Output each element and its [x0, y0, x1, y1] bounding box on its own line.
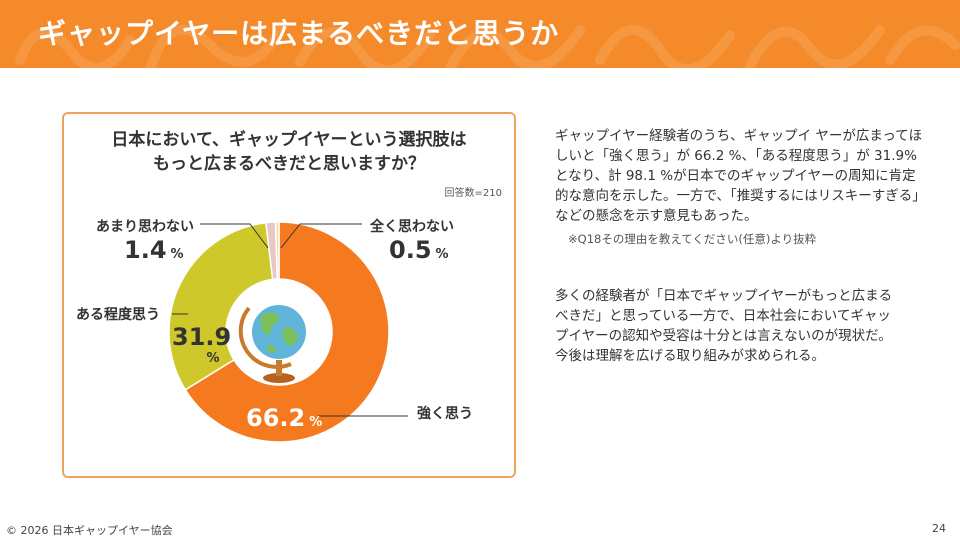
slice-strong	[184, 221, 390, 443]
question-line-1: 日本において、ギャップイヤーという選択肢は	[111, 130, 467, 150]
value-not-at-all: 0.5%	[389, 236, 449, 264]
leader-not-much	[200, 223, 269, 249]
respondent-count: 回答数=210	[444, 188, 502, 199]
value-strong-unit: %	[309, 415, 323, 430]
header-bar: ギャップイヤーは広まるべきだと思うか	[0, 0, 960, 68]
slice-not-at-all	[274, 221, 280, 280]
summary-paragraph-1: ギャップイヤー経験者のうち、ギャップイ ヤーが広まってほしいと「強く思う」が 6…	[555, 128, 923, 224]
page-number: 24	[932, 522, 946, 535]
page-title: ギャップイヤーは広まるべきだと思うか	[38, 17, 560, 50]
summary-paragraph-2: 多くの経験者が「日本でギャップイヤーがもっと広まるべきだ」と思っている一方で、日…	[555, 288, 893, 364]
label-strong: 強く思う	[417, 406, 473, 422]
source-note: ※Q18その理由を教えてください(任意)より抜粋	[568, 232, 817, 246]
value-not-at-all-unit: %	[435, 247, 449, 262]
leader-not-at-all	[280, 223, 362, 249]
value-somewhat-number: 31.9	[172, 323, 232, 351]
value-not-at-all-number: 0.5	[389, 236, 432, 264]
header-pattern	[15, 24, 960, 68]
slice-somewhat	[168, 221, 274, 391]
label-not-at-all: 全く思わない	[370, 219, 454, 235]
globe-icon	[238, 305, 306, 383]
value-strong-number: 66.2	[246, 404, 306, 432]
label-somewhat: ある程度思う	[76, 307, 160, 323]
value-not-much-unit: %	[170, 247, 184, 262]
copyright: © 2026 日本ギャップイヤー協会	[6, 524, 173, 537]
question-line-2: もっと広まるべきだと思いますか？	[153, 154, 425, 174]
value-somewhat-unit: %	[206, 351, 220, 366]
value-not-much-number: 1.4	[124, 236, 167, 264]
label-not-much: あまり思わない	[96, 219, 194, 235]
value-somewhat: 31.9 %	[172, 323, 232, 366]
value-strong: 66.2%	[246, 404, 322, 432]
question-title: 日本において、ギャップイヤーという選択肢は もっと広まるべきだと思いますか？	[64, 128, 514, 176]
value-not-much: 1.4%	[124, 236, 184, 264]
